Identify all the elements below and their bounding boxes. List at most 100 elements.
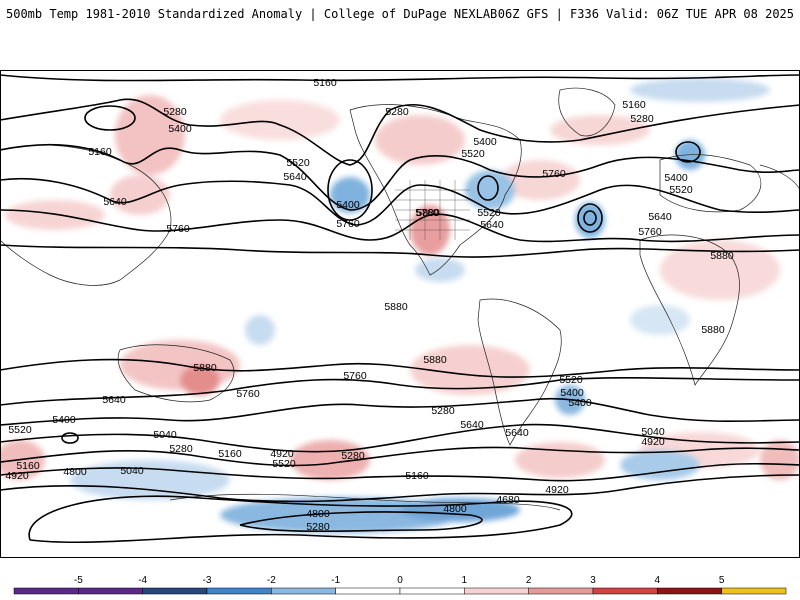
us-state-grid	[395, 180, 470, 240]
colorbar-segment	[335, 587, 401, 595]
colorbar-segment	[657, 587, 722, 595]
colorbar-tick-label: -4	[138, 575, 147, 586]
contour-label: 5280	[341, 450, 365, 462]
contour-label: 5880	[423, 354, 447, 366]
contour-line	[0, 358, 800, 378]
warm-anomaly	[500, 160, 580, 200]
contour-label: 5160	[405, 470, 429, 482]
colorbar-tick-label: -2	[267, 575, 276, 586]
contour-label: 5160	[218, 448, 242, 460]
height-contours	[0, 74, 800, 544]
contour-label: 5280	[306, 521, 330, 533]
contour-line	[239, 511, 483, 533]
contour-label: 5760	[542, 168, 566, 180]
europe-coastline	[659, 154, 762, 213]
warm-anomaly	[660, 240, 780, 300]
warm-anomaly	[220, 100, 340, 140]
contour-label: 5640	[505, 427, 529, 439]
contour-label: 5880	[193, 362, 217, 374]
contour-label: 5400	[52, 414, 76, 426]
anomaly-map: 5160 5280 5400 5160 5640 5760 5520 5640 …	[0, 74, 800, 544]
contour-label: 5400	[473, 136, 497, 148]
cold-anomaly	[70, 460, 230, 500]
closed-low	[477, 175, 499, 201]
contour-label: 4680	[496, 494, 520, 506]
colorbar-tick-label: 1	[462, 575, 468, 586]
contour-label: 5640	[283, 171, 307, 183]
contour-label: 5280	[630, 113, 654, 125]
cold-anomaly	[620, 450, 700, 480]
cold-anomaly	[330, 177, 370, 213]
contour-label: 5280	[163, 106, 187, 118]
contour-label: 4920	[641, 436, 665, 448]
warm-anomaly	[180, 365, 220, 395]
warm-anomaly	[550, 115, 650, 145]
contour-line	[0, 376, 800, 406]
colorbar-segment	[721, 587, 787, 595]
colorbar-segment	[78, 587, 143, 595]
contour-label: 5640	[103, 196, 127, 208]
colorbar-segment	[464, 587, 529, 595]
contour-label: 5280	[385, 106, 409, 118]
closed-low	[84, 105, 136, 131]
contour-line	[28, 495, 573, 544]
map-title: 500mb Temp 1981-2010 Standardized Anomal…	[6, 7, 498, 21]
contour-label: 5880	[416, 207, 440, 219]
contour-label: 5760	[166, 223, 190, 235]
colorbar-segment	[142, 587, 208, 595]
warm-anomaly	[515, 442, 605, 478]
contour-label: 5160	[16, 460, 40, 472]
colorbar-tick-label: 2	[526, 575, 532, 586]
contour-label: 5280	[431, 405, 455, 417]
colorbar-tick-label: 0	[397, 575, 403, 586]
contour-label: 5520	[461, 148, 485, 160]
closed-low	[583, 210, 597, 226]
colorbar-segment	[528, 587, 594, 595]
contour-label: 5520	[272, 458, 296, 470]
closed-low	[327, 159, 373, 221]
colorbar-segment	[13, 587, 79, 595]
contour-labels: 5160 5280 5400 5160 5640 5760 5520 5640 …	[5, 77, 734, 533]
anomaly-shading	[0, 78, 800, 533]
contour-label: 5760	[343, 370, 367, 382]
contour-label: 5520	[669, 184, 693, 196]
colorbar-tick-label: 4	[655, 575, 661, 586]
contour-label: 5760	[638, 226, 662, 238]
contour-label: 5040	[153, 429, 177, 441]
contour-label: 4920	[5, 470, 29, 482]
contour-label: 5160	[88, 146, 112, 158]
contour-label: 5040	[120, 465, 144, 477]
contour-label: 5520	[8, 424, 32, 436]
colorbar-tick-label: 3	[590, 575, 596, 586]
warm-anomaly	[760, 440, 800, 480]
contour-label: 5640	[102, 394, 126, 406]
contour-line	[0, 244, 800, 258]
contour-label: 5880	[701, 324, 725, 336]
anomaly-colorbar: -5 -4 -3 -2 -1 0 1 2 3 4 5	[13, 575, 787, 595]
contour-label: 5520	[559, 374, 583, 386]
contour-label: 4800	[443, 503, 467, 515]
contour-line	[0, 474, 800, 503]
colorbar-segment	[206, 587, 272, 595]
australia-coastline	[117, 344, 235, 403]
contour-label: 5400	[336, 199, 360, 211]
contour-label: 5520	[286, 157, 310, 169]
contour-label: 5160	[313, 77, 337, 89]
contour-label: 5640	[648, 211, 672, 223]
cold-anomaly	[630, 305, 690, 335]
closed-low	[675, 141, 701, 163]
colorbar-segment	[592, 587, 658, 595]
contour-label: 5640	[480, 219, 504, 231]
cold-anomaly	[465, 170, 515, 210]
colorbar-segment	[399, 587, 465, 595]
model-run-info: 06Z GFS | F336 Valid: 06Z TUE APR 08 202…	[497, 7, 794, 21]
warm-anomaly	[110, 175, 170, 215]
cold-anomaly	[415, 258, 465, 282]
contour-label: 5760	[336, 218, 360, 230]
warm-anomaly	[375, 115, 465, 165]
contour-label: 5760	[415, 207, 439, 219]
contour-label: 5400	[168, 123, 192, 135]
africa-coastline	[639, 234, 740, 386]
contour-line	[0, 209, 800, 243]
asia-coastline	[0, 144, 172, 286]
